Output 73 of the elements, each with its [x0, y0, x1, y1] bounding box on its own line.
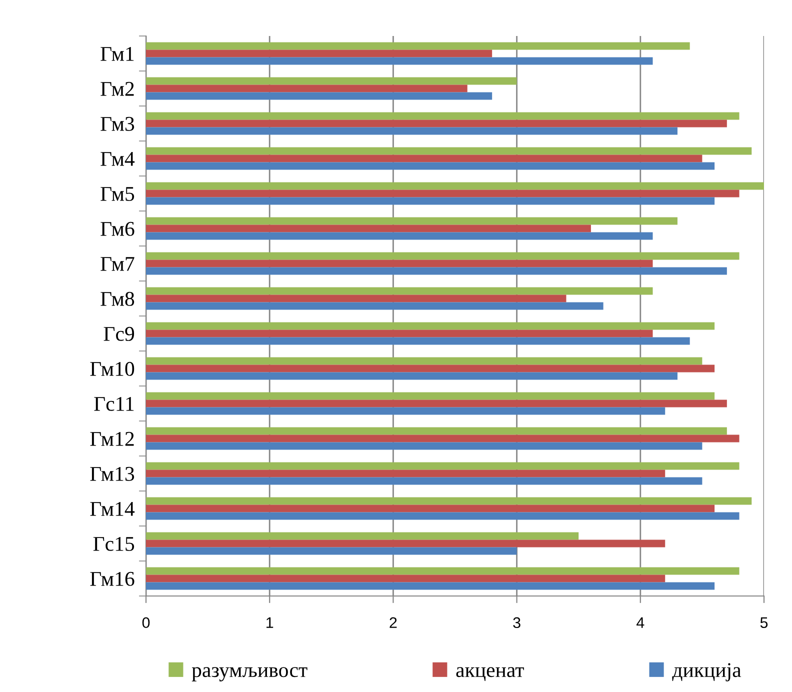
bar — [146, 42, 690, 50]
bar — [146, 252, 740, 260]
bar — [146, 217, 678, 225]
bar — [146, 442, 702, 450]
bar — [146, 197, 715, 205]
bar — [146, 287, 653, 295]
y-tick-label: Гм12 — [90, 432, 134, 446]
bar — [146, 357, 702, 365]
y-tick-label: Гм13 — [90, 466, 134, 481]
bar — [146, 567, 740, 575]
bar — [146, 147, 752, 155]
y-tick-label: Гм8 — [100, 292, 134, 306]
bar — [146, 400, 727, 408]
legend-label: дикција — [672, 663, 742, 682]
bar — [146, 532, 579, 540]
bar — [146, 364, 715, 372]
bar — [146, 392, 715, 400]
x-tick-label: 4 — [636, 617, 644, 628]
y-tick-label: Гм1 — [100, 46, 134, 61]
bar — [146, 427, 727, 435]
bar — [146, 57, 653, 65]
y-tick-label: Гм3 — [100, 116, 134, 131]
bar — [146, 112, 740, 120]
bar — [146, 547, 517, 555]
x-tick-label: 1 — [266, 617, 274, 628]
bar — [146, 294, 566, 302]
bar — [146, 540, 666, 548]
bar — [146, 232, 653, 240]
y-tick-label: Гм7 — [100, 257, 134, 271]
bar — [146, 372, 678, 380]
bar — [146, 504, 715, 512]
y-tick-label: Гм5 — [100, 187, 134, 201]
bar — [146, 302, 604, 310]
bar — [146, 462, 740, 470]
bar — [146, 154, 702, 162]
y-tick-label: Гм16 — [90, 572, 134, 586]
bar — [146, 407, 666, 415]
bar — [146, 224, 591, 232]
bar — [146, 260, 653, 268]
bar — [146, 162, 715, 170]
x-tick-label: 0 — [142, 617, 150, 628]
y-tick-label: Гс9 — [104, 326, 134, 341]
bar — [146, 127, 678, 135]
x-tick-label: 5 — [760, 617, 768, 628]
bar — [146, 92, 492, 100]
y-tick-label: Гм6 — [100, 222, 134, 236]
bar — [146, 84, 468, 92]
bar — [146, 330, 653, 338]
bar — [146, 77, 517, 85]
bar — [146, 574, 666, 582]
bar — [146, 477, 702, 485]
bar — [146, 267, 727, 275]
y-tick-label: Гм14 — [90, 502, 135, 516]
x-tick-label: 2 — [390, 617, 397, 628]
bar — [146, 322, 715, 330]
bar — [146, 50, 492, 58]
bar — [146, 182, 764, 190]
bar — [146, 470, 666, 478]
y-tick-label: Гс15 — [93, 536, 134, 551]
y-tick-label: Гс11 — [94, 396, 134, 411]
bar — [146, 337, 690, 345]
bar — [146, 190, 740, 198]
y-tick-label: Гм2 — [100, 82, 134, 96]
legend-label: акценат — [456, 667, 524, 681]
bar — [146, 582, 715, 590]
y-tick-label: Гм4 — [100, 152, 135, 166]
legend-label: разумљивост — [192, 667, 308, 682]
y-tick-label: Гм10 — [90, 362, 134, 376]
x-tick-label: 3 — [513, 617, 520, 628]
bar — [146, 120, 727, 128]
bar — [146, 512, 740, 520]
bar — [146, 497, 752, 505]
bar — [146, 434, 740, 442]
